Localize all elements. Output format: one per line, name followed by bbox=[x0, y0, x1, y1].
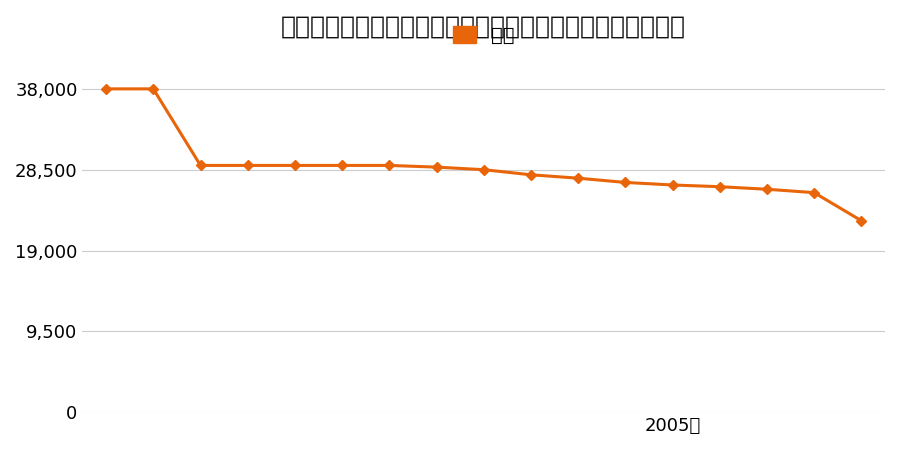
価格 bbox=[337, 163, 347, 168]
価格 bbox=[856, 218, 867, 224]
価格 bbox=[195, 163, 206, 168]
価格 bbox=[101, 86, 112, 91]
Line: 価格: 価格 bbox=[103, 86, 865, 224]
価格 bbox=[715, 184, 725, 189]
価格 bbox=[148, 86, 158, 91]
価格 bbox=[431, 164, 442, 170]
価格 bbox=[290, 163, 301, 168]
価格 bbox=[809, 190, 820, 195]
価格 bbox=[384, 163, 395, 168]
Legend: 価格: 価格 bbox=[445, 18, 523, 53]
価格 bbox=[242, 163, 253, 168]
価格 bbox=[761, 187, 772, 192]
価格 bbox=[667, 182, 678, 188]
Title: 栃木県栃木市大字合戦場字御陣屋前３３１番１９の地価推移: 栃木県栃木市大字合戦場字御陣屋前３３１番１９の地価推移 bbox=[281, 15, 686, 39]
価格 bbox=[572, 176, 583, 181]
価格 bbox=[478, 167, 489, 172]
価格 bbox=[620, 180, 631, 185]
価格 bbox=[526, 172, 536, 177]
